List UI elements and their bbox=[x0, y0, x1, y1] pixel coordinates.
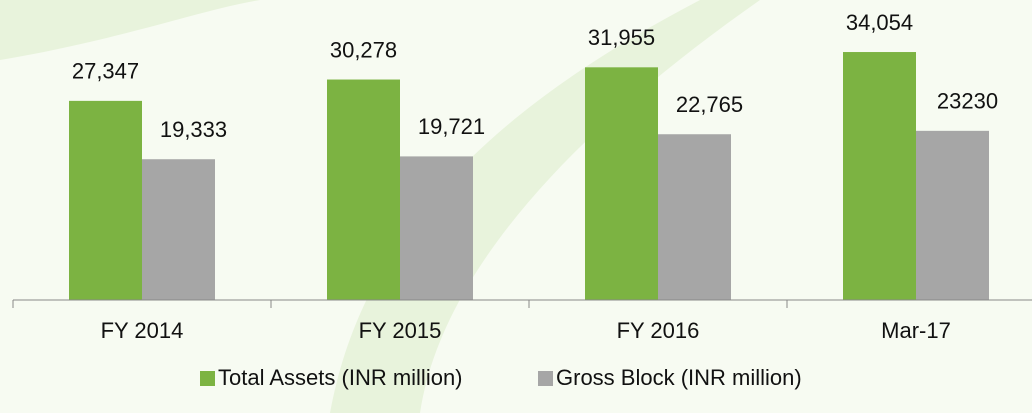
legend-label: Total Assets (INR million) bbox=[218, 365, 463, 390]
data-label: 23230 bbox=[937, 89, 998, 114]
legend-label: Gross Block (INR million) bbox=[556, 365, 802, 390]
bar bbox=[843, 52, 916, 300]
decor-leaf bbox=[330, 0, 760, 413]
x-tick-label: FY 2016 bbox=[617, 318, 700, 343]
data-label: 31,955 bbox=[588, 25, 655, 50]
data-label: 19,721 bbox=[418, 114, 485, 139]
x-tick-label: Mar-17 bbox=[881, 318, 951, 343]
bar bbox=[400, 156, 473, 300]
legend-swatch bbox=[538, 371, 553, 386]
data-label: 19,333 bbox=[160, 117, 227, 142]
data-label: 27,347 bbox=[72, 59, 139, 84]
bar bbox=[69, 100, 142, 300]
legend-swatch bbox=[200, 371, 215, 386]
data-label: 30,278 bbox=[330, 37, 397, 62]
bar bbox=[916, 130, 989, 300]
bar bbox=[658, 134, 731, 300]
data-label: 34,054 bbox=[846, 10, 913, 35]
bar bbox=[142, 159, 215, 300]
decor-leaf bbox=[0, 0, 260, 60]
bar bbox=[327, 79, 400, 300]
x-tick-label: FY 2014 bbox=[101, 318, 184, 343]
x-tick-label: FY 2015 bbox=[359, 318, 442, 343]
bar bbox=[585, 67, 658, 300]
data-label: 22,765 bbox=[676, 92, 743, 117]
